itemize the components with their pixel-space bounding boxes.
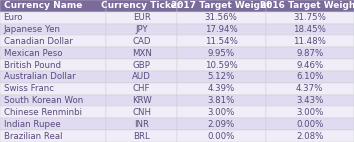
Bar: [266, 47, 354, 59]
Bar: [266, 59, 354, 71]
Bar: [266, 36, 354, 47]
Text: 3.00%: 3.00%: [296, 108, 324, 117]
Text: 9.95%: 9.95%: [208, 49, 235, 58]
Text: 11.48%: 11.48%: [293, 37, 326, 46]
Text: 4.37%: 4.37%: [296, 84, 324, 93]
Bar: [266, 24, 354, 36]
Text: CNH: CNH: [132, 108, 151, 117]
Bar: [266, 71, 354, 83]
Text: Japanese Yen: Japanese Yen: [4, 25, 61, 34]
Bar: [266, 130, 354, 142]
Text: 11.54%: 11.54%: [205, 37, 238, 46]
Bar: [177, 24, 266, 36]
Bar: [266, 12, 354, 24]
Text: GBP: GBP: [133, 61, 150, 70]
Bar: [177, 83, 266, 95]
Bar: [177, 59, 266, 71]
Text: 17.94%: 17.94%: [205, 25, 238, 34]
Bar: [177, 95, 266, 106]
Text: 18.45%: 18.45%: [293, 25, 326, 34]
Bar: [0, 12, 106, 24]
Text: 3.43%: 3.43%: [296, 96, 324, 105]
Text: 31.75%: 31.75%: [293, 13, 326, 22]
Bar: [0, 130, 106, 142]
Text: British Pound: British Pound: [4, 61, 61, 70]
Bar: [266, 118, 354, 130]
Bar: [266, 95, 354, 106]
Text: 9.46%: 9.46%: [296, 61, 323, 70]
Text: 6.10%: 6.10%: [296, 72, 324, 81]
Bar: [177, 106, 266, 118]
Text: Euro: Euro: [4, 13, 23, 22]
Bar: [0, 71, 106, 83]
Text: 10.59%: 10.59%: [205, 61, 238, 70]
Text: Currency Ticker: Currency Ticker: [102, 1, 182, 10]
Bar: [0, 95, 106, 106]
Bar: [0, 47, 106, 59]
Text: 2.08%: 2.08%: [296, 132, 324, 141]
Text: Swiss Franc: Swiss Franc: [4, 84, 53, 93]
Text: 4.39%: 4.39%: [208, 84, 235, 93]
Text: Brazilian Real: Brazilian Real: [4, 132, 62, 141]
Bar: [106, 0, 177, 12]
Bar: [106, 106, 177, 118]
Text: BRL: BRL: [133, 132, 150, 141]
Bar: [106, 130, 177, 142]
Bar: [266, 83, 354, 95]
Text: CAD: CAD: [132, 37, 151, 46]
Bar: [0, 24, 106, 36]
Text: South Korean Won: South Korean Won: [4, 96, 83, 105]
Text: 2016 Target Weight: 2016 Target Weight: [260, 1, 354, 10]
Bar: [0, 36, 106, 47]
Bar: [177, 0, 266, 12]
Text: Currency Name: Currency Name: [4, 1, 82, 10]
Bar: [106, 12, 177, 24]
Bar: [177, 130, 266, 142]
Bar: [177, 47, 266, 59]
Bar: [177, 71, 266, 83]
Text: 3.00%: 3.00%: [207, 108, 235, 117]
Text: CHF: CHF: [133, 84, 150, 93]
Bar: [106, 71, 177, 83]
Text: EUR: EUR: [133, 13, 150, 22]
Text: 9.87%: 9.87%: [296, 49, 323, 58]
Text: 0.00%: 0.00%: [207, 132, 235, 141]
Bar: [266, 0, 354, 12]
Text: Chinese Renminbi: Chinese Renminbi: [4, 108, 81, 117]
Bar: [266, 106, 354, 118]
Bar: [106, 59, 177, 71]
Bar: [177, 36, 266, 47]
Text: JPY: JPY: [135, 25, 148, 34]
Bar: [106, 47, 177, 59]
Text: AUD: AUD: [132, 72, 151, 81]
Text: Australian Dollar: Australian Dollar: [4, 72, 75, 81]
Bar: [0, 118, 106, 130]
Text: Mexican Peso: Mexican Peso: [4, 49, 62, 58]
Text: MXN: MXN: [132, 49, 152, 58]
Text: INR: INR: [134, 120, 149, 129]
Bar: [177, 118, 266, 130]
Text: 2017 Target Weight: 2017 Target Weight: [171, 1, 271, 10]
Bar: [106, 83, 177, 95]
Bar: [0, 59, 106, 71]
Bar: [106, 118, 177, 130]
Bar: [0, 106, 106, 118]
Bar: [0, 83, 106, 95]
Bar: [0, 0, 106, 12]
Bar: [106, 24, 177, 36]
Text: Indian Rupee: Indian Rupee: [4, 120, 60, 129]
Text: Canadian Dollar: Canadian Dollar: [4, 37, 72, 46]
Text: 2.09%: 2.09%: [208, 120, 235, 129]
Text: 31.56%: 31.56%: [205, 13, 238, 22]
Bar: [106, 95, 177, 106]
Text: KRW: KRW: [132, 96, 152, 105]
Text: 5.12%: 5.12%: [207, 72, 235, 81]
Text: 0.00%: 0.00%: [296, 120, 324, 129]
Bar: [177, 12, 266, 24]
Bar: [106, 36, 177, 47]
Text: 3.81%: 3.81%: [207, 96, 235, 105]
